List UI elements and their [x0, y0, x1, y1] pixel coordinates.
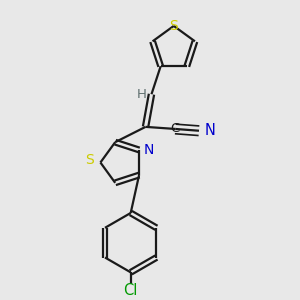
Text: N: N — [204, 123, 215, 138]
Text: S: S — [169, 19, 178, 33]
Text: N: N — [143, 143, 154, 157]
Text: C: C — [171, 122, 180, 135]
Text: S: S — [85, 153, 94, 167]
Text: Cl: Cl — [124, 283, 138, 298]
Text: H: H — [137, 88, 147, 101]
